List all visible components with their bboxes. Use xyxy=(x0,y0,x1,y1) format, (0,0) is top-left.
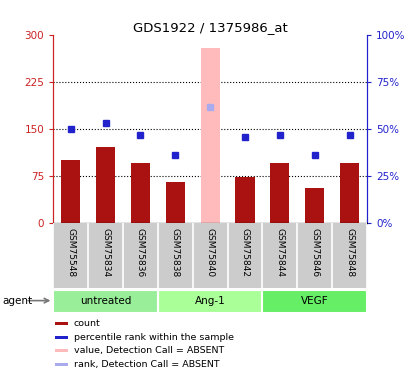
Text: rank, Detection Call = ABSENT: rank, Detection Call = ABSENT xyxy=(74,360,219,369)
Text: GSM75838: GSM75838 xyxy=(171,228,179,277)
Bar xyxy=(270,164,289,223)
Text: GSM75846: GSM75846 xyxy=(310,228,318,277)
Text: agent: agent xyxy=(2,296,32,306)
Bar xyxy=(55,363,68,366)
Bar xyxy=(157,290,262,313)
Bar xyxy=(53,290,157,313)
Bar xyxy=(262,290,366,313)
Bar xyxy=(235,177,254,223)
Bar xyxy=(200,48,219,223)
Bar xyxy=(165,182,184,223)
Bar xyxy=(55,336,68,339)
Text: VEGF: VEGF xyxy=(300,296,328,306)
Bar xyxy=(130,164,150,223)
Text: count: count xyxy=(74,319,100,328)
Text: value, Detection Call = ABSENT: value, Detection Call = ABSENT xyxy=(74,346,223,355)
Text: GSM75834: GSM75834 xyxy=(101,228,110,277)
Text: GSM75548: GSM75548 xyxy=(66,228,75,277)
Bar xyxy=(304,188,324,223)
Text: GSM75842: GSM75842 xyxy=(240,228,249,277)
Text: GSM75848: GSM75848 xyxy=(344,228,353,277)
Bar xyxy=(61,160,80,223)
Text: GSM75840: GSM75840 xyxy=(205,228,214,277)
Bar xyxy=(55,349,68,352)
Bar xyxy=(55,322,68,326)
Bar xyxy=(339,164,358,223)
Bar xyxy=(96,147,115,223)
Text: GSM75844: GSM75844 xyxy=(275,228,283,277)
Title: GDS1922 / 1375986_at: GDS1922 / 1375986_at xyxy=(133,21,287,34)
Text: Ang-1: Ang-1 xyxy=(194,296,225,306)
Text: untreated: untreated xyxy=(80,296,131,306)
Text: GSM75836: GSM75836 xyxy=(136,228,144,277)
Text: percentile rank within the sample: percentile rank within the sample xyxy=(74,333,233,342)
